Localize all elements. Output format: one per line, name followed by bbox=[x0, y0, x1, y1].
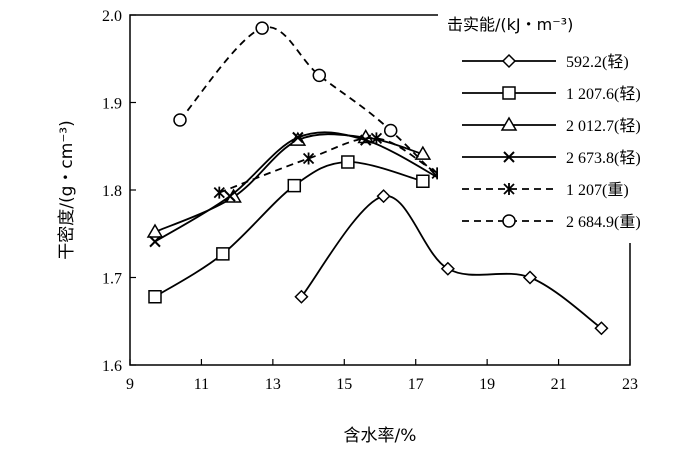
data-point bbox=[216, 247, 230, 261]
legend-label: 2 684.9(重) bbox=[566, 213, 641, 231]
legend-label: 2 673.8(轻) bbox=[566, 149, 641, 167]
data-point bbox=[522, 270, 538, 285]
data-point bbox=[173, 113, 187, 127]
legend-label: 1 207.6(轻) bbox=[566, 85, 641, 103]
data-point bbox=[294, 289, 309, 304]
data-point bbox=[370, 132, 383, 145]
series-0 bbox=[294, 189, 609, 336]
y-tick-label: 1.9 bbox=[102, 96, 122, 113]
legend-marker bbox=[503, 183, 515, 195]
legend-item: 1 207.6(轻) bbox=[462, 85, 641, 103]
legend-label: 1 207(重) bbox=[566, 181, 629, 199]
y-tick-label: 2.0 bbox=[102, 8, 122, 25]
legend: 击实能/(kJ・m⁻³) 592.2(轻) 1 207.6(轻) 2 012.7(轻… bbox=[438, 3, 700, 243]
data-point bbox=[440, 261, 455, 276]
series-line bbox=[179, 26, 485, 226]
x-tick-label: 11 bbox=[194, 376, 209, 393]
legend-marker bbox=[501, 53, 517, 69]
legend-label: 592.2(轻) bbox=[566, 53, 629, 71]
legend-marker bbox=[502, 214, 516, 228]
x-tick-label: 23 bbox=[622, 376, 638, 393]
x-tick-label: 21 bbox=[551, 376, 567, 393]
y-tick-label: 1.7 bbox=[102, 271, 122, 288]
x-axis-title: 含水率/% bbox=[344, 426, 417, 446]
data-point bbox=[255, 21, 269, 35]
legend-marker bbox=[500, 116, 518, 131]
legend-item: 2 673.8(轻) bbox=[462, 149, 641, 167]
x-tick-label: 15 bbox=[336, 376, 352, 393]
x-tick-label: 9 bbox=[126, 376, 134, 393]
data-point bbox=[416, 174, 430, 188]
data-point bbox=[148, 290, 162, 304]
data-point bbox=[146, 223, 164, 238]
legend-item: 1 207(重) bbox=[462, 181, 629, 199]
data-point bbox=[360, 134, 372, 146]
y-axis-title: 干密度/(g・cm⁻³) bbox=[57, 120, 77, 259]
x-tick-label: 13 bbox=[265, 376, 281, 393]
data-point bbox=[302, 152, 315, 165]
legend-marker bbox=[502, 86, 516, 100]
data-point bbox=[224, 190, 236, 202]
data-point bbox=[376, 189, 391, 204]
legend-item: 592.2(轻) bbox=[462, 53, 629, 71]
data-point bbox=[414, 145, 432, 160]
series-1 bbox=[148, 155, 430, 304]
legend-item: 2 684.9(重) bbox=[462, 213, 641, 231]
data-point bbox=[213, 186, 225, 199]
series-3 bbox=[149, 131, 450, 248]
ticks: 9 11 13 15 17 19 21 23 1.6 1.7 1.8 1.9 2.0 bbox=[102, 8, 638, 393]
legend-marker bbox=[503, 151, 515, 163]
legend-title: 击实能/(kJ・m⁻³) bbox=[447, 15, 573, 34]
data-point bbox=[287, 178, 302, 193]
data-point bbox=[149, 235, 161, 248]
legend-label: 2 012.7(轻) bbox=[566, 117, 641, 135]
x-tick-label: 17 bbox=[408, 376, 424, 393]
legend-item: 2 012.7(轻) bbox=[462, 116, 641, 135]
legend-background bbox=[438, 3, 700, 243]
y-tick-label: 1.6 bbox=[102, 358, 122, 375]
data-point bbox=[594, 321, 609, 336]
data-point bbox=[383, 123, 398, 138]
data-point bbox=[292, 131, 304, 144]
y-tick-label: 1.8 bbox=[102, 183, 122, 200]
data-point bbox=[312, 68, 327, 83]
data-point bbox=[341, 155, 355, 169]
x-tick-label: 19 bbox=[479, 376, 495, 393]
